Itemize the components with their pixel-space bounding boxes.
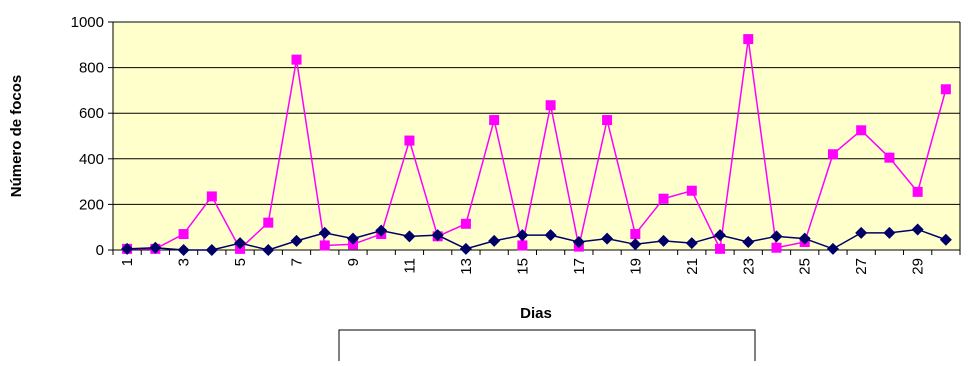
- y-tick-label: 1000: [71, 14, 104, 31]
- x-tick-label: 29: [910, 258, 927, 275]
- data-point: [375, 224, 388, 237]
- data-point: [771, 242, 782, 253]
- data-point: [883, 226, 896, 239]
- data-point: [714, 229, 727, 242]
- data-point: [601, 232, 614, 245]
- data-point: [403, 230, 416, 243]
- x-tick-label: 15: [514, 258, 531, 275]
- series-2: [121, 223, 952, 256]
- data-point: [516, 229, 529, 242]
- data-point: [629, 238, 642, 251]
- data-point: [291, 54, 302, 65]
- x-tick-label: 19: [627, 258, 644, 275]
- data-point: [743, 34, 754, 45]
- data-point: [489, 115, 500, 126]
- y-tick-label: 400: [79, 151, 104, 168]
- data-point: [178, 229, 189, 240]
- data-point: [263, 217, 274, 228]
- data-point: [121, 242, 134, 255]
- data-point: [544, 229, 557, 242]
- data-point: [318, 226, 331, 239]
- x-tick-labels: 1 3 5 7 9 11 13 15 17 19 21 23 25 27 29: [119, 258, 927, 275]
- data-point: [940, 84, 951, 95]
- data-point: [856, 125, 867, 136]
- x-tick-label: 23: [740, 258, 757, 275]
- x-tick-label: 13: [458, 258, 475, 275]
- y-tick-label: 200: [79, 196, 104, 213]
- data-point: [826, 242, 839, 255]
- x-tick-label: 1: [119, 258, 136, 266]
- x-tick-label: 25: [797, 258, 814, 275]
- y-tick-labels: 0 200 400 600 800 1000: [71, 14, 104, 259]
- data-point: [657, 234, 670, 247]
- data-point: [545, 100, 556, 111]
- x-tick-label: 3: [176, 258, 193, 266]
- data-point: [685, 237, 698, 250]
- data-point: [488, 234, 501, 247]
- data-point: [431, 229, 444, 242]
- data-point: [262, 244, 275, 256]
- data-point: [658, 193, 669, 204]
- data-point: [149, 241, 162, 254]
- data-point: [602, 115, 613, 126]
- data-point: [319, 240, 330, 251]
- data-point: [459, 242, 472, 255]
- axes: [108, 21, 961, 255]
- data-point: [770, 230, 783, 243]
- data-point: [234, 237, 247, 250]
- data-point: [884, 152, 895, 163]
- data-point: [742, 236, 755, 249]
- data-point: [855, 226, 868, 239]
- data-point: [346, 232, 359, 245]
- data-point: [517, 240, 528, 251]
- data-point: [715, 243, 726, 254]
- x-tick-label: 27: [853, 258, 870, 275]
- x-axis-title: Dias: [520, 305, 552, 322]
- data-point: [206, 191, 217, 202]
- x-tick-label: 5: [232, 258, 249, 266]
- data-point: [177, 244, 190, 256]
- x-tick-label: 21: [684, 258, 701, 275]
- data-point: [460, 218, 471, 229]
- data-point: [290, 234, 303, 247]
- data-point: [912, 186, 923, 197]
- plot-area: [113, 22, 960, 250]
- series-layer: [121, 34, 952, 256]
- data-point: [827, 149, 838, 160]
- x-tick-label: 11: [401, 258, 418, 274]
- x-tick-label: 7: [289, 258, 306, 266]
- x-tick-label: 9: [345, 258, 362, 266]
- data-point: [686, 185, 697, 196]
- data-point: [572, 236, 585, 249]
- data-point: [630, 229, 641, 240]
- x-tick-label: 17: [571, 258, 588, 275]
- y-tick-label: 600: [79, 105, 104, 122]
- y-tick-label: 0: [96, 242, 104, 259]
- legend-box: [338, 329, 756, 366]
- data-point: [911, 223, 924, 236]
- y-tick-label: 800: [79, 60, 104, 77]
- data-point: [939, 233, 952, 246]
- data-point: [404, 135, 415, 146]
- data-point: [205, 244, 218, 256]
- data-point: [798, 232, 811, 245]
- y-axis-title: Número de focos: [8, 75, 25, 198]
